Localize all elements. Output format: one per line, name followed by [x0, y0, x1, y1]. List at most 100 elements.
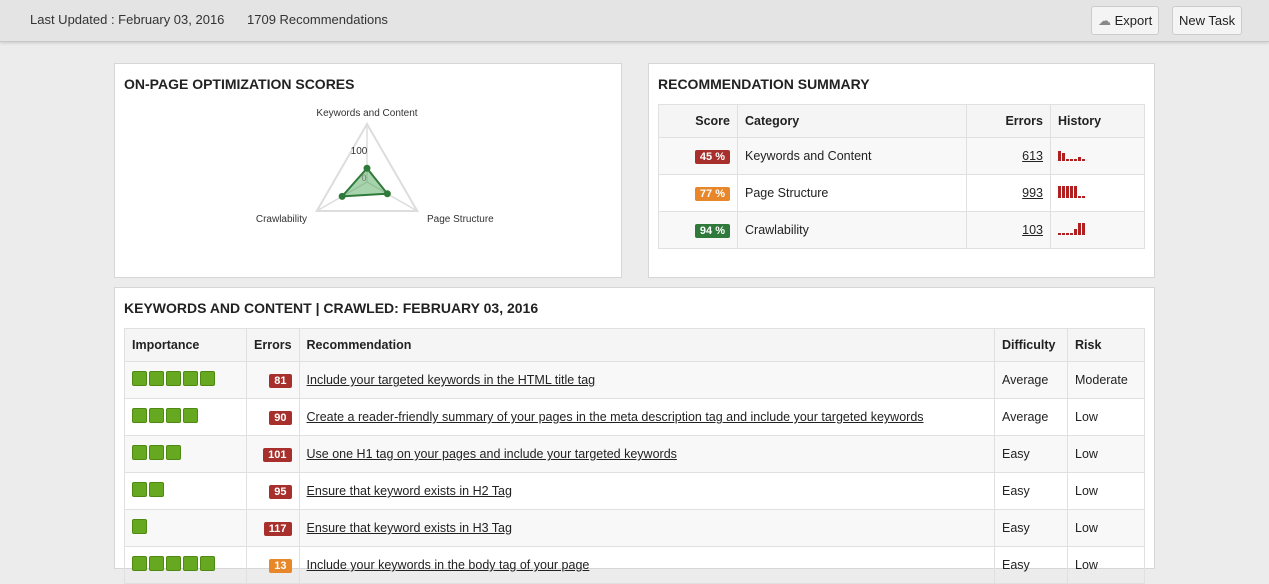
radar-axis	[366, 181, 418, 212]
importance-square	[166, 556, 181, 571]
score-badge: 45 %	[694, 149, 730, 164]
recommendation-count: 1709 Recommendations	[247, 12, 388, 27]
radar-axis-label: Crawlability	[256, 214, 307, 225]
summary-row: 45 % Keywords and Content 613	[658, 137, 1145, 175]
history-bar	[1062, 185, 1065, 198]
risk: Low	[1067, 509, 1145, 547]
category: Crawlability	[737, 211, 967, 249]
last-updated: Last Updated : February 03, 2016	[30, 12, 225, 27]
risk: Low	[1067, 546, 1145, 584]
summary-table: Score Category Errors History 45 % Keywo…	[658, 104, 1145, 249]
radar-series	[339, 166, 390, 198]
recommendations-table: Importance Errors Recommendation Difficu…	[124, 328, 1145, 584]
history-bar	[1078, 156, 1081, 161]
col-importance: Importance	[124, 328, 247, 362]
category: Keywords and Content	[737, 137, 967, 175]
history-bar	[1082, 159, 1085, 161]
importance-square	[200, 371, 215, 386]
history-sparkline	[1058, 185, 1085, 198]
importance-square	[132, 445, 147, 460]
optimization-scores-panel: ON-PAGE OPTIMIZATION SCORES Keywords and…	[114, 63, 622, 278]
recommendation-link[interactable]: Use one H1 tag on your pages and include…	[306, 447, 677, 461]
importance-square	[149, 445, 164, 460]
col-risk: Risk	[1067, 328, 1145, 362]
col-errors: Errors	[966, 104, 1051, 138]
errors-link[interactable]: 103	[1022, 223, 1043, 237]
importance-square	[166, 371, 181, 386]
recommendation-link[interactable]: Ensure that keyword exists in H2 Tag	[306, 484, 512, 498]
recommendation-row: 117 Ensure that keyword exists in H3 Tag…	[124, 509, 1145, 547]
importance-square	[132, 482, 147, 497]
importance-square	[200, 556, 215, 571]
recommendation-link[interactable]: Include your keywords in the body tag of…	[306, 558, 590, 572]
history-bar	[1082, 196, 1085, 198]
history-bar	[1070, 185, 1073, 198]
importance-square	[166, 408, 181, 423]
col-category: Category	[737, 104, 967, 138]
risk: Low	[1067, 435, 1145, 473]
history-bar	[1074, 185, 1077, 198]
export-button[interactable]: ☁ Export	[1091, 6, 1160, 35]
importance-square	[149, 482, 164, 497]
col-difficulty: Difficulty	[994, 328, 1068, 362]
importance-square	[183, 556, 198, 571]
col-score: Score	[658, 104, 738, 138]
risk: Low	[1067, 398, 1145, 436]
score-badge: 94 %	[694, 223, 730, 238]
errors-badge: 101	[263, 447, 292, 462]
panel-title: ON-PAGE OPTIMIZATION SCORES	[124, 76, 355, 92]
importance-square	[183, 371, 198, 386]
errors-link[interactable]: 993	[1022, 186, 1043, 200]
importance-square	[149, 371, 164, 386]
history-bar	[1062, 233, 1065, 235]
category: Page Structure	[737, 174, 967, 212]
history-bar	[1058, 185, 1061, 198]
history-bar	[1074, 228, 1077, 235]
difficulty: Easy	[994, 546, 1068, 584]
panel-title: KEYWORDS AND CONTENT | CRAWLED: FEBRUARY…	[124, 300, 539, 316]
recommendation-link[interactable]: Create a reader-friendly summary of your…	[306, 410, 924, 424]
recommendation-row: 90 Create a reader-friendly summary of y…	[124, 398, 1145, 436]
history-sparkline	[1058, 222, 1085, 235]
errors-badge: 117	[263, 521, 292, 536]
history-sparkline	[1058, 149, 1085, 161]
difficulty: Easy	[994, 509, 1068, 547]
panel-title: RECOMMENDATION SUMMARY	[658, 76, 870, 92]
summary-row: 94 % Crawlability 103	[658, 211, 1145, 249]
importance-square	[149, 556, 164, 571]
new-task-button[interactable]: New Task	[1172, 6, 1243, 35]
history-bar	[1066, 233, 1069, 235]
errors-badge: 81	[269, 373, 292, 388]
history-bar	[1066, 185, 1069, 198]
radar-tick-label: 0	[361, 173, 366, 183]
radar-axis-label: Keywords and Content	[316, 108, 417, 119]
history-bar	[1074, 159, 1077, 161]
recommendation-link[interactable]: Include your targeted keywords in the HT…	[306, 373, 596, 387]
col-errors: Errors	[246, 328, 300, 362]
errors-badge: 95	[269, 484, 292, 499]
importance-square	[149, 408, 164, 423]
recommendation-row: 95 Ensure that keyword exists in H2 Tag …	[124, 472, 1145, 510]
errors-badge: 90	[269, 410, 292, 425]
history-bar	[1070, 159, 1073, 161]
radar-axis-label: Page Structure	[427, 214, 494, 225]
cloud-download-icon: ☁	[1098, 13, 1111, 28]
recommendation-row: 81 Include your targeted keywords in the…	[124, 361, 1145, 399]
difficulty: Easy	[994, 435, 1068, 473]
history-bar	[1062, 153, 1065, 161]
history-bar	[1058, 150, 1061, 161]
recommendation-row: 101 Use one H1 tag on your pages and inc…	[124, 435, 1145, 473]
difficulty: Easy	[994, 472, 1068, 510]
errors-link[interactable]: 613	[1022, 149, 1043, 163]
history-bar	[1058, 233, 1061, 235]
errors-badge: 13	[269, 558, 292, 573]
recommendation-link[interactable]: Ensure that keyword exists in H3 Tag	[306, 521, 512, 535]
radar-point	[383, 190, 391, 198]
recommendation-row: 13 Include your keywords in the body tag…	[124, 546, 1145, 584]
history-bar	[1082, 222, 1085, 235]
history-bar	[1078, 222, 1081, 235]
importance-square	[132, 371, 147, 386]
top-bar: Last Updated : February 03, 2016 1709 Re…	[0, 0, 1269, 42]
history-bar	[1066, 159, 1069, 161]
col-recommendation: Recommendation	[298, 328, 996, 362]
